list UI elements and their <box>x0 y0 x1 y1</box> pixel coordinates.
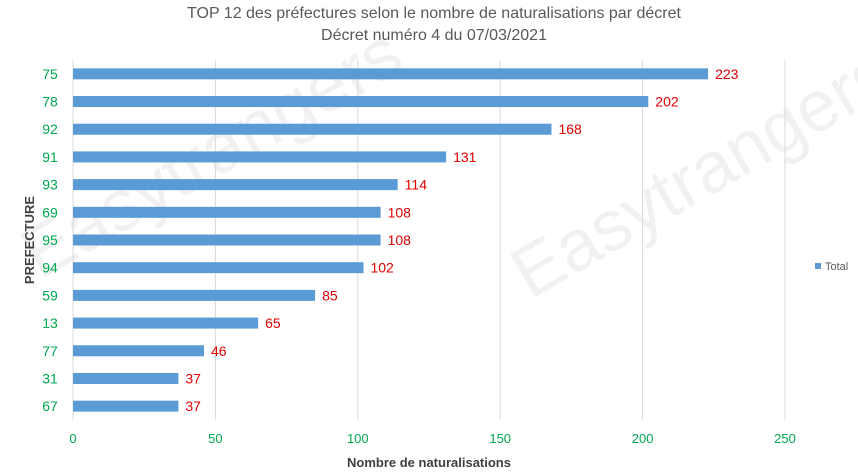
bar-92 <box>73 123 552 135</box>
category-label-93: 93 <box>42 177 58 193</box>
chart-title: TOP 12 des préfectures selon le nombre d… <box>187 5 681 22</box>
category-label-78: 78 <box>42 94 58 110</box>
category-label-13: 13 <box>42 315 58 331</box>
category-label-94: 94 <box>42 260 58 276</box>
category-label-31: 31 <box>42 370 58 386</box>
x-tick-250: 250 <box>774 431 796 446</box>
chart-subtitle: Décret numéro 4 du 07/03/2021 <box>321 27 547 44</box>
data-label-94: 102 <box>370 260 394 276</box>
category-label-59: 59 <box>42 287 58 303</box>
x-tick-100: 100 <box>347 431 369 446</box>
x-tick-200: 200 <box>632 431 654 446</box>
x-tick-50: 50 <box>208 431 222 446</box>
legend-swatch <box>815 263 821 269</box>
data-label-95: 108 <box>388 232 412 248</box>
category-label-92: 92 <box>42 121 58 137</box>
data-label-92: 168 <box>558 121 582 137</box>
data-label-31: 37 <box>185 370 201 386</box>
data-label-91: 131 <box>453 149 477 165</box>
bar-59 <box>73 289 316 301</box>
bar-95 <box>73 234 381 246</box>
x-tick-0: 0 <box>69 431 76 446</box>
bar-91 <box>73 151 447 163</box>
data-label-93: 114 <box>405 177 428 193</box>
bar-93 <box>73 179 398 191</box>
category-label-67: 67 <box>42 398 58 414</box>
bar-78 <box>73 96 649 108</box>
data-labels: 223 202 168 131 114 108 108 102 85 65 46 37 37 <box>185 66 738 414</box>
bar-69 <box>73 206 381 218</box>
category-label-91: 91 <box>42 149 58 165</box>
data-label-67: 37 <box>185 398 201 414</box>
x-tick-150: 150 <box>489 431 511 446</box>
bar-94 <box>73 262 364 274</box>
bar-77 <box>73 345 205 357</box>
bar-31 <box>73 372 179 384</box>
data-label-77: 46 <box>211 343 227 359</box>
data-label-75: 223 <box>715 66 739 82</box>
data-label-13: 65 <box>265 315 281 331</box>
legend-label: Total <box>825 261 848 273</box>
bars <box>73 68 709 412</box>
category-label-77: 77 <box>42 343 58 359</box>
legend: Total <box>815 261 848 273</box>
category-label-75: 75 <box>42 66 58 82</box>
y-axis-title: PREFECTURE <box>22 196 37 284</box>
data-label-69: 108 <box>388 204 412 220</box>
bar-75 <box>73 68 709 80</box>
x-axis-title: Nombre de naturalisations <box>347 455 511 470</box>
data-label-78: 202 <box>655 94 679 110</box>
bar-13 <box>73 317 259 329</box>
data-label-59: 85 <box>322 287 338 303</box>
bar-67 <box>73 400 179 412</box>
category-label-69: 69 <box>42 204 58 220</box>
category-labels: 75 78 92 91 93 69 95 94 59 13 77 31 67 <box>42 66 58 414</box>
category-label-95: 95 <box>42 232 58 248</box>
x-tick-labels: 0 50 100 150 200 250 <box>69 431 795 446</box>
